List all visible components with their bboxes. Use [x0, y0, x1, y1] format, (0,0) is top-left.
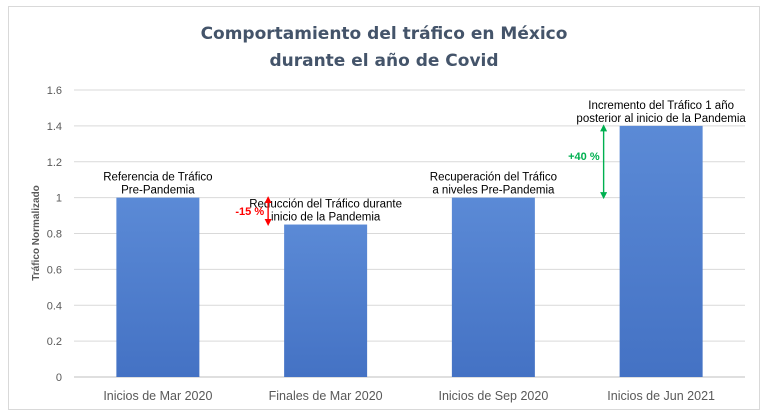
bar-annotation-line: Reducción del Tráfico durante: [249, 199, 402, 211]
y-tick-label: 1: [56, 193, 62, 205]
bar-annotation-line: Incremento del Tráfico 1 año: [588, 100, 734, 112]
bar-annotation-line: a niveles Pre-Pandemia: [432, 185, 555, 197]
y-tick-label: 0.8: [47, 229, 62, 241]
bar-1: [116, 197, 200, 377]
chart-title-line-1: Comportamiento del tráfico en México: [201, 24, 568, 44]
y-tick-label: 1.4: [47, 121, 62, 133]
y-tick-label: 1.6: [47, 85, 62, 97]
change-percent-label: -15 %: [235, 206, 264, 218]
x-tick-label: Finales de Mar 2020: [269, 389, 383, 403]
y-tick-label: 0.2: [47, 336, 62, 348]
y-tick-label: 0.4: [47, 300, 62, 312]
bar-annotation-line: Pre-Pandemia: [121, 185, 195, 197]
y-tick-label: 0: [56, 372, 62, 384]
bar-4: [619, 125, 703, 377]
x-tick-label: Inicios de Jun 2021: [607, 389, 715, 403]
bar-annotation-line: inicio de la Pandemia: [271, 212, 381, 224]
x-tick-label: Inicios de Mar 2020: [103, 389, 212, 403]
bars: [116, 125, 703, 377]
bar-annotation-line: posterior al inicio de la Pandemia: [576, 113, 746, 125]
chart-title-line-2: durante el año de Covid: [269, 51, 498, 71]
change-percent-label: +40 %: [568, 151, 600, 163]
bar-2: [284, 224, 368, 377]
bar-annotation-line: Referencia de Tráfico: [103, 172, 212, 184]
y-axis-label: Tráfico Normalizado: [31, 185, 42, 281]
bar-3: [451, 197, 535, 377]
x-tick-label: Inicios de Sep 2020: [438, 389, 548, 403]
y-tick-label: 0.6: [47, 264, 62, 276]
tick-labels: 0 0.2 0.4 0.6 0.8 1 1.2 1.4 1.6 Inicios de Mar 20…: [47, 85, 715, 403]
bar-annotation-line: Recuperación del Tráfico: [430, 172, 557, 184]
y-tick-label: 1.2: [47, 157, 62, 169]
